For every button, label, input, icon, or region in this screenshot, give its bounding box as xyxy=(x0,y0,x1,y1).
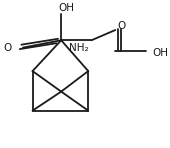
Text: O: O xyxy=(118,21,126,31)
Text: OH: OH xyxy=(152,49,168,58)
Text: OH: OH xyxy=(58,3,74,13)
Text: O: O xyxy=(3,43,11,53)
Text: NH₂: NH₂ xyxy=(69,43,88,53)
